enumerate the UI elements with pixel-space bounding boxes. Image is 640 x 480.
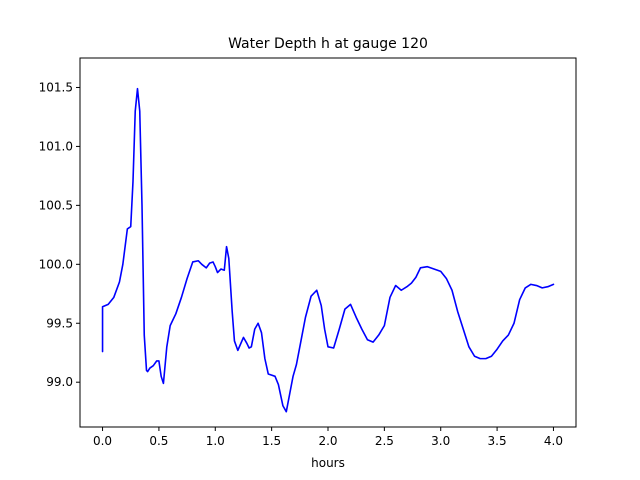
y-tick-label: 100.0	[39, 257, 73, 271]
x-tick-label: 2.0	[318, 434, 337, 448]
x-tick-label: 0.5	[149, 434, 168, 448]
y-tick-label: 101.5	[39, 80, 73, 94]
x-tick-label: 3.5	[488, 434, 507, 448]
y-tick-label: 99.5	[46, 316, 73, 330]
plot-area	[79, 57, 577, 428]
y-axis: 99.0 99.5 100.0 100.5 101.0 101.5	[39, 80, 80, 389]
x-tick-label: 0.0	[93, 434, 112, 448]
x-tick-label: 2.5	[375, 434, 394, 448]
plot-frame	[79, 57, 577, 428]
chart-title: Water Depth h at gauge 120	[228, 36, 428, 52]
y-tick-label: 101.0	[39, 139, 73, 153]
x-tick-label: 1.0	[206, 434, 225, 448]
x-axis-label: hours	[311, 456, 345, 470]
x-axis: 0.0 0.5 1.0 1.5 2.0 2.5 3.0 3.5 4.0	[93, 427, 563, 448]
y-tick-label: 100.5	[39, 198, 73, 212]
series-line-0	[101, 87, 555, 413]
x-tick-label: 3.0	[431, 434, 450, 448]
y-tick-label: 99.0	[46, 375, 73, 389]
x-tick-label: 1.5	[262, 434, 281, 448]
x-tick-label: 4.0	[544, 434, 563, 448]
